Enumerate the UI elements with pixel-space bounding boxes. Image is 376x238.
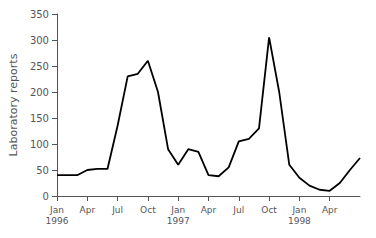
svg-text:350: 350 [30, 9, 49, 20]
svg-text:Apr: Apr [322, 205, 338, 215]
svg-text:1998: 1998 [288, 216, 311, 226]
svg-text:200: 200 [30, 87, 49, 98]
svg-text:Apr: Apr [79, 205, 95, 215]
svg-text:250: 250 [30, 61, 49, 72]
svg-text:Jan: Jan [170, 205, 185, 215]
svg-text:Oct: Oct [261, 205, 277, 215]
svg-text:50: 50 [36, 165, 49, 176]
svg-text:Jul: Jul [232, 205, 244, 215]
svg-text:0: 0 [43, 191, 49, 202]
svg-text:Apr: Apr [201, 205, 217, 215]
svg-text:Jan: Jan [291, 205, 306, 215]
svg-text:150: 150 [30, 113, 49, 124]
svg-text:Jan: Jan [49, 205, 64, 215]
svg-text:1997: 1997 [167, 216, 190, 226]
svg-text:Laboratory reports: Laboratory reports [7, 53, 20, 156]
svg-text:Oct: Oct [140, 205, 156, 215]
svg-text:Jul: Jul [111, 205, 123, 215]
svg-text:100: 100 [30, 139, 49, 150]
svg-text:300: 300 [30, 35, 49, 46]
svg-text:1996: 1996 [46, 216, 69, 226]
